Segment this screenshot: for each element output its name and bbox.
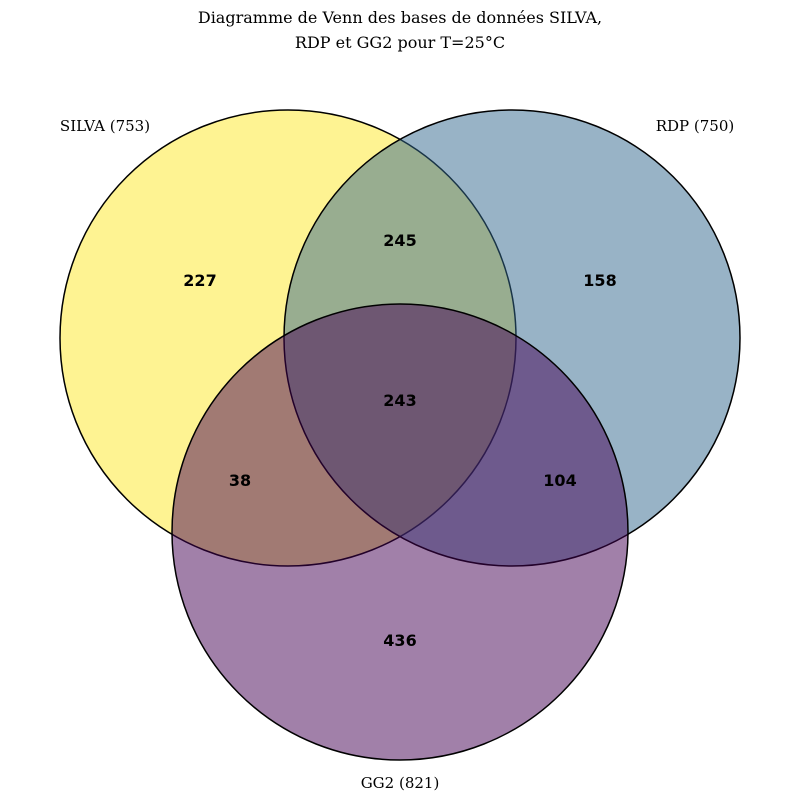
diagram-title-line-2: RDP et GG2 pour T=25°C: [295, 33, 505, 52]
region-rdp-gg2-count: 104: [543, 471, 576, 490]
gg2-circle: [171, 303, 629, 761]
diagram-title-line-1: Diagramme de Venn des bases de données S…: [198, 8, 602, 27]
silva-set-label: SILVA (753): [60, 117, 150, 135]
region-all-three-count: 243: [383, 391, 416, 410]
region-gg2-only-count: 436: [383, 631, 416, 650]
region-rdp-only-count: 158: [583, 271, 616, 290]
rdp-set-label: RDP (750): [656, 117, 735, 135]
region-silva-gg2-count: 38: [229, 471, 251, 490]
region-silva-rdp-count: 245: [383, 231, 416, 250]
region-silva-only-count: 227: [183, 271, 216, 290]
gg2-set-label: GG2 (821): [361, 774, 440, 792]
